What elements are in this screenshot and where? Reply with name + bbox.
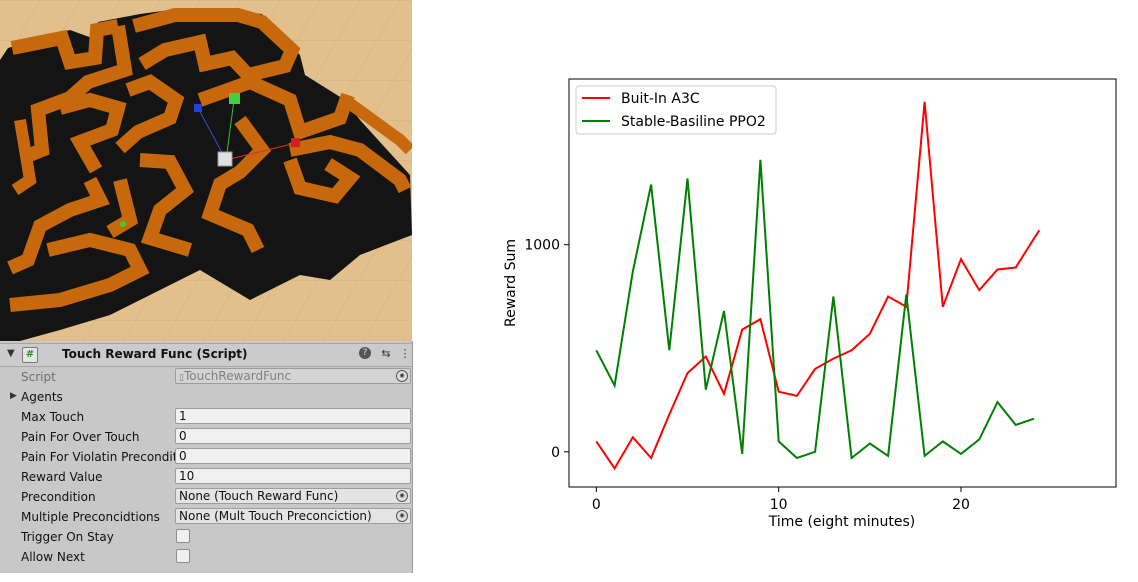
reward-chart: 0 10 20 0 1000 Time (eight minutes) Reward S… <box>470 50 1138 578</box>
object-picker-icon[interactable]: ◉ <box>396 510 408 522</box>
script-icon: # <box>22 347 38 363</box>
settings-sliders-icon[interactable]: ⇆ <box>381 347 391 360</box>
maze-scene <box>0 0 412 341</box>
scene-view[interactable] <box>0 0 412 341</box>
center-handle[interactable] <box>217 151 233 167</box>
x-tick-label: 10 <box>770 497 788 513</box>
series-lines <box>595 101 1041 471</box>
field-row-multiple-preconditions: Multiple Preconcidtions None (Mult Touch… <box>0 507 412 527</box>
field-label: Script <box>21 370 56 384</box>
field-row-agents[interactable]: ▶ Agents <box>0 387 412 407</box>
field-value: None (Touch Reward Func) <box>179 489 339 503</box>
field-row-max-touch: Max Touch 1 <box>0 407 412 427</box>
field-row-precondition: Precondition None (Touch Reward Func) ◉ <box>0 487 412 507</box>
help-icon[interactable]: ? <box>359 347 371 359</box>
transform-gizmo[interactable] <box>194 93 300 167</box>
maze-walls <box>0 8 412 341</box>
x-tick-label: 20 <box>952 497 970 513</box>
legend-label-ppo2: Stable-Basiline PPO2 <box>621 114 766 130</box>
field-value: None (Mult Touch Preconciction) <box>179 509 372 523</box>
field-label: Max Touch <box>21 410 85 424</box>
series-line-1 <box>595 159 1035 460</box>
field-row-pain-violate: Pain For Violatin Preconditio 0 <box>0 447 412 467</box>
field-row-allow-next: Allow Next <box>0 547 412 567</box>
trigger-on-stay-checkbox[interactable] <box>176 529 190 543</box>
expand-arrow-icon[interactable]: ▶ <box>10 391 17 401</box>
max-touch-input[interactable]: 1 <box>175 408 411 424</box>
component-title: Touch Reward Func (Script) <box>62 347 248 361</box>
series-line-0 <box>595 101 1041 471</box>
field-row-pain-over-touch: Pain For Over Touch 0 <box>0 427 412 447</box>
field-value: TouchRewardFunc <box>183 369 292 383</box>
chart-legend: Buit-In A3C Stable-Basiline PPO2 <box>575 85 777 135</box>
y-tick-label: 0 <box>551 445 560 461</box>
z-axis-handle[interactable] <box>194 104 202 112</box>
multiple-preconditions-object-field[interactable]: None (Mult Touch Preconciction) ◉ <box>175 508 411 524</box>
pain-over-touch-input[interactable]: 0 <box>175 428 411 444</box>
object-picker-icon: ◉ <box>396 370 408 382</box>
legend-box <box>575 85 777 135</box>
object-picker-icon[interactable]: ◉ <box>396 490 408 502</box>
x-axis-handle[interactable] <box>291 138 300 147</box>
pain-violate-input[interactable]: 0 <box>175 448 411 464</box>
field-label: Agents <box>21 390 63 404</box>
script-object-field: ▯TouchRewardFunc ◉ <box>175 368 411 384</box>
x-axis-label: Time (eight minutes) <box>768 514 916 530</box>
precondition-object-field[interactable]: None (Touch Reward Func) ◉ <box>175 488 411 504</box>
inspector-panel: ▼ # Touch Reward Func (Script) ? ⇆ ⋮ Scr… <box>0 341 413 573</box>
field-label: Pain For Over Touch <box>21 430 140 444</box>
y-axis-handle[interactable] <box>229 93 240 104</box>
chart-svg: 0 10 20 0 1000 Time (eight minutes) Reward S… <box>503 78 1117 530</box>
field-row-script: Script ▯TouchRewardFunc ◉ <box>0 367 412 387</box>
reward-value-input[interactable]: 10 <box>175 468 411 484</box>
y-axis-label: Reward Sum <box>503 239 519 327</box>
more-options-icon[interactable]: ⋮ <box>399 347 411 360</box>
field-label: Trigger On Stay <box>21 530 114 544</box>
field-label: Reward Value <box>21 470 103 484</box>
legend-label-a3c: Buit-In A3C <box>621 91 700 107</box>
field-row-reward-value: Reward Value 10 <box>0 467 412 487</box>
plot-frame <box>568 78 1117 488</box>
component-header[interactable]: ▼ # Touch Reward Func (Script) ? ⇆ ⋮ <box>0 343 412 367</box>
fold-arrow-icon[interactable]: ▼ <box>7 348 15 359</box>
field-label: Allow Next <box>21 550 85 564</box>
script-file-icon: ▯ <box>179 373 184 383</box>
allow-next-checkbox[interactable] <box>176 549 190 563</box>
field-label: Pain For Violatin Preconditio <box>21 450 176 464</box>
axis-ticks: 0 10 20 0 1000 <box>524 238 970 513</box>
field-label: Multiple Preconcidtions <box>21 510 160 524</box>
x-tick-label: 0 <box>592 497 601 513</box>
y-tick-label: 1000 <box>524 238 560 254</box>
field-row-trigger-on-stay: Trigger On Stay <box>0 527 412 547</box>
field-label: Precondition <box>21 490 96 504</box>
agent-marker <box>120 221 126 227</box>
